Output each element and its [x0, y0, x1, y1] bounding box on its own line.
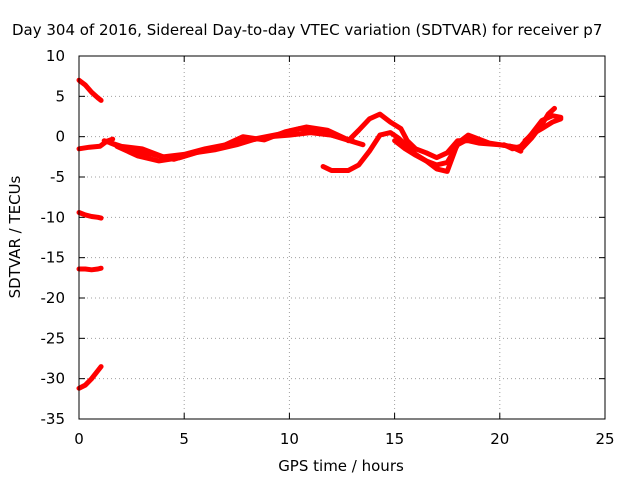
y-tick-label: -35 [41, 410, 66, 428]
x-tick-label: 20 [490, 430, 509, 448]
series-arc-10 [345, 111, 524, 161]
series-arc-4 [76, 364, 104, 391]
series-arc-2 [76, 210, 104, 221]
y-tick-label: 10 [46, 47, 65, 65]
y-tick-label: -5 [50, 168, 65, 186]
y-tick-label: -15 [41, 249, 66, 267]
series-arc-3 [76, 265, 104, 273]
y-tick-label: 5 [55, 87, 65, 105]
series-arc-11 [392, 132, 524, 174]
series-arc-14 [522, 116, 564, 144]
y-axis-label: SDTVAR / TECUs [6, 175, 24, 298]
x-tick-label: 15 [385, 430, 404, 448]
x-tick-label: 5 [179, 430, 189, 448]
series-arc-9 [320, 130, 471, 173]
x-tick-label: 10 [280, 430, 299, 448]
tick-labels: 0 5 10 15 20 25 -35 -30 -25 -20 -15 -10 -5 0 5 10 [41, 47, 615, 448]
grid [79, 56, 605, 419]
y-tick-label: 0 [55, 128, 65, 146]
y-tick-label: -25 [41, 329, 66, 347]
series-arc-7 [108, 126, 366, 162]
data-series [76, 77, 564, 391]
y-tick-label: -30 [41, 370, 66, 388]
y-tick-label: -10 [41, 208, 66, 226]
series-arc-8 [114, 124, 351, 164]
x-axis-label: GPS time / hours [278, 457, 404, 475]
x-tick-label: 25 [595, 430, 614, 448]
y-tick-label: -20 [41, 289, 66, 307]
x-tick-label: 0 [74, 430, 84, 448]
chart-title: Day 304 of 2016, Sidereal Day-to-day VTE… [12, 21, 602, 39]
series-arc-1 [76, 77, 104, 103]
plot-frame [78, 55, 606, 420]
